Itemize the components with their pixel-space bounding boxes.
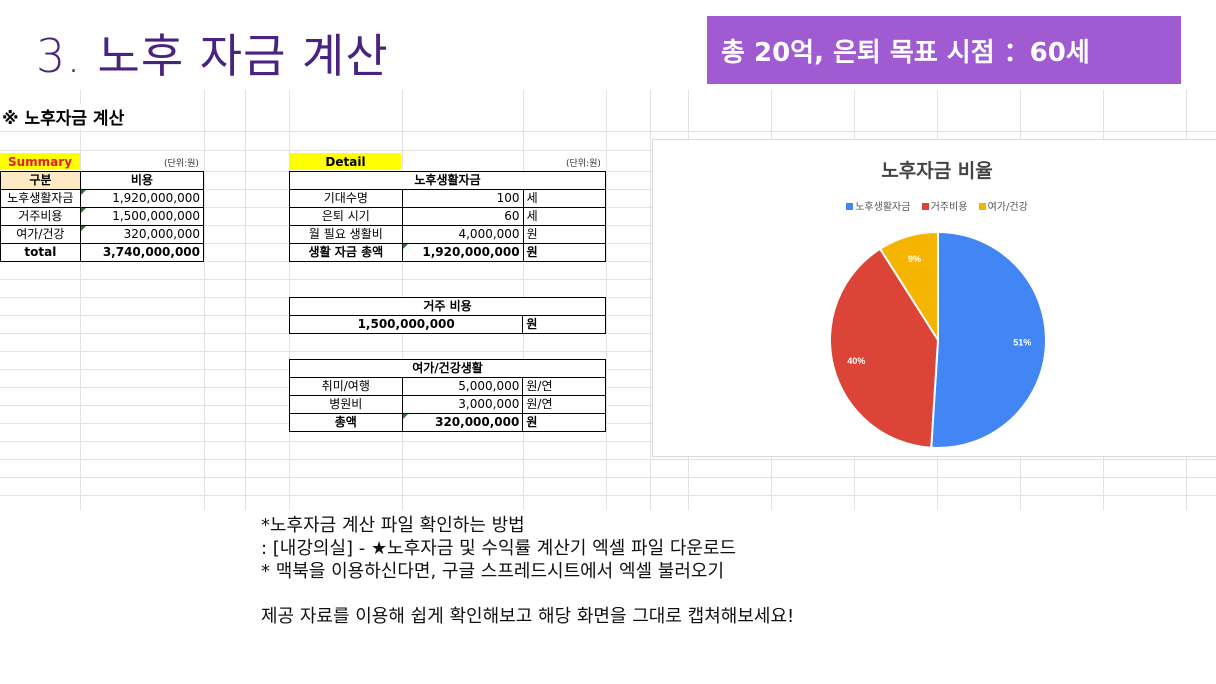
living-value-cell[interactable]: 4,000,000 xyxy=(401,225,524,244)
retirement-goal-banner: 총 20억, 은퇴 목표 시점 ：60세 xyxy=(707,16,1181,84)
summary-total-label[interactable]: total xyxy=(0,243,81,262)
housing-value-row: 1,500,000,000 원 xyxy=(288,315,606,334)
living-title-row: 노후생활자금 xyxy=(289,171,606,190)
living-expense-table: 노후생활자금 기대수명 100 세 은퇴 시기 60 세 월 필요 생활비 4,… xyxy=(289,171,607,262)
table-row: 노후생활자금 1,920,000,000 xyxy=(0,189,205,208)
table-row: 취미/여행 5,000,000 원/연 xyxy=(289,377,606,396)
summary-header-cost[interactable]: 비용 xyxy=(79,171,205,190)
leisure-label-cell[interactable]: 병원비 xyxy=(289,395,403,414)
legend-label: 노후생활자금 xyxy=(855,202,911,213)
pie-slice[interactable] xyxy=(878,230,939,344)
leisure-total-label[interactable]: 총액 xyxy=(289,413,403,432)
summary-table: 구분 비용 노후생활자금 1,920,000,000 거주비용 1,500,00… xyxy=(0,171,205,262)
legend-item: 여가/건강 xyxy=(978,202,1028,213)
living-unit-cell[interactable]: 원 xyxy=(522,225,607,244)
summary-label-cell[interactable]: 여가/건강 xyxy=(0,225,81,244)
legend-label: 거주비용 xyxy=(930,202,968,213)
housing-cost-table: 거주 비용 1,500,000,000 원 xyxy=(288,297,606,334)
detail-unit-note: (단위:원) xyxy=(566,159,601,169)
living-total-label[interactable]: 생활 자금 총액 xyxy=(289,243,403,262)
living-total-value[interactable]: 1,920,000,000 xyxy=(401,243,524,262)
living-label-cell[interactable]: 월 필요 생활비 xyxy=(289,225,403,244)
housing-unit[interactable]: 원 xyxy=(522,315,606,334)
pie-data-label: 51% xyxy=(1013,338,1031,348)
leisure-label-cell[interactable]: 취미/여행 xyxy=(289,377,403,396)
living-total-unit[interactable]: 원 xyxy=(522,243,607,262)
leisure-total-row: 총액 320,000,000 원 xyxy=(289,413,606,432)
leisure-title-row: 여가/건강생활 xyxy=(289,359,606,378)
leisure-unit-cell[interactable]: 원/연 xyxy=(522,377,606,396)
sheet-heading: ※ 노후자금 계산 xyxy=(2,104,125,129)
summary-label-cell[interactable]: 노후생활자금 xyxy=(0,189,81,208)
leisure-total-value[interactable]: 320,000,000 xyxy=(401,413,524,432)
living-value-cell[interactable]: 60 xyxy=(401,207,524,226)
summary-value-cell[interactable]: 1,920,000,000 xyxy=(79,189,205,208)
living-total-row: 생활 자금 총액 1,920,000,000 원 xyxy=(289,243,607,262)
living-unit-cell[interactable]: 세 xyxy=(522,189,607,208)
leisure-total-unit[interactable]: 원 xyxy=(522,413,606,432)
living-unit-cell[interactable]: 세 xyxy=(522,207,607,226)
housing-title[interactable]: 거주 비용 xyxy=(289,297,606,316)
pie-slice[interactable] xyxy=(930,230,1047,449)
detail-tag: Detail xyxy=(290,153,401,170)
leisure-value-cell[interactable]: 3,000,000 xyxy=(401,395,524,414)
table-row: 기대수명 100 세 xyxy=(289,189,607,208)
summary-total-value[interactable]: 3,740,000,000 xyxy=(79,243,205,262)
leisure-health-table: 여가/건강생활 취미/여행 5,000,000 원/연 병원비 3,000,00… xyxy=(289,359,606,432)
chart-title: 노후자금 비율 xyxy=(881,160,993,182)
table-row: 은퇴 시기 60 세 xyxy=(289,207,607,226)
legend-item: 노후생활자금 xyxy=(846,202,910,213)
legend-swatch-icon xyxy=(921,203,929,210)
table-row: 여가/건강 320,000,000 xyxy=(0,225,205,244)
spreadsheet-area: ※ 노후자금 계산 Summary (단위:원) 구분 비용 노후생활자금 1,… xyxy=(0,90,1216,510)
table-row: 월 필요 생활비 4,000,000 원 xyxy=(289,225,607,244)
summary-header-category[interactable]: 구분 xyxy=(0,171,81,190)
summary-value-cell[interactable]: 1,500,000,000 xyxy=(79,207,205,226)
living-value-cell[interactable]: 100 xyxy=(401,189,524,208)
legend-label: 여가/건강 xyxy=(987,202,1028,213)
pie-chart-panel[interactable]: 노후자금 비율 노후생활자금 거주비용 여가/건강 51% 40% 9% xyxy=(652,139,1216,457)
pie-data-label: 40% xyxy=(847,356,865,366)
living-label-cell[interactable]: 기대수명 xyxy=(289,189,403,208)
instructions-text: *노후자금 계산 파일 확인하는 방법 : [내강의실] - ★노후자금 및 수… xyxy=(261,514,794,628)
living-label-cell[interactable]: 은퇴 시기 xyxy=(289,207,403,226)
pie-chart: 51% 40% 9% xyxy=(829,230,1047,449)
summary-tag: Summary xyxy=(0,153,80,170)
legend-item: 거주비용 xyxy=(921,202,968,213)
summary-header-row: 구분 비용 xyxy=(0,171,205,190)
summary-total-row: total 3,740,000,000 xyxy=(0,243,205,262)
summary-unit-note: (단위:원) xyxy=(164,159,199,169)
leisure-title[interactable]: 여가/건강생활 xyxy=(289,359,606,378)
living-title[interactable]: 노후생활자금 xyxy=(289,171,606,190)
chart-legend: 노후생활자금 거주비용 여가/건강 xyxy=(653,198,1216,213)
summary-value-cell[interactable]: 320,000,000 xyxy=(79,225,205,244)
slide-title: 3. 노후 자금 계산 xyxy=(36,29,389,83)
pie-data-label: 9% xyxy=(908,254,921,264)
legend-swatch-icon xyxy=(978,203,986,210)
instruction-line: : [내강의실] - ★노후자금 및 수익률 계산기 엑셀 파일 다운로드 xyxy=(261,538,737,559)
leisure-unit-cell[interactable]: 원/연 xyxy=(522,395,606,414)
legend-swatch-icon xyxy=(846,203,854,210)
table-row: 거주비용 1,500,000,000 xyxy=(0,207,205,226)
table-row: 병원비 3,000,000 원/연 xyxy=(289,395,606,414)
housing-value[interactable]: 1,500,000,000 xyxy=(288,315,524,334)
closing-instruction: 제공 자료를 이용해 쉽게 확인해보고 해당 화면을 그대로 캡쳐해보세요! xyxy=(261,606,795,627)
housing-title-row: 거주 비용 xyxy=(289,297,606,316)
leisure-value-cell[interactable]: 5,000,000 xyxy=(401,377,524,396)
instruction-line: *노후자금 계산 파일 확인하는 방법 xyxy=(261,515,525,536)
instruction-line: * 맥북을 이용하신다면, 구글 스프레드시트에서 엑셀 불러오기 xyxy=(261,561,725,582)
summary-label-cell[interactable]: 거주비용 xyxy=(0,207,81,226)
